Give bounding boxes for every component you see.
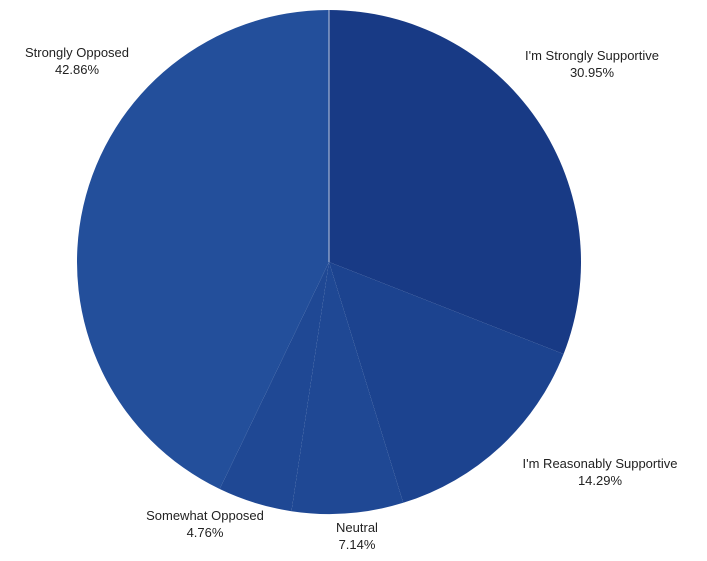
slice-value-label: 7.14% [339,537,376,552]
slice-label: Neutral [336,520,378,535]
pie-slices [77,10,581,515]
slice-value-label: 4.76% [187,525,224,540]
pie-labels: I'm Strongly Supportive 30.95% I'm Reasona… [25,45,678,552]
pie-slice [329,10,581,355]
slice-label: Somewhat Opposed [146,508,264,523]
slice-value-label: 30.95% [570,65,615,80]
slice-label: I'm Strongly Supportive [525,48,659,63]
slice-value-label: 14.29% [578,473,623,488]
pie-slice [219,262,329,512]
pie-slice [329,262,564,503]
slice-label: Strongly Opposed [25,45,129,60]
slice-label: I'm Reasonably Supportive [523,456,678,471]
slice-value-label: 42.86% [55,62,100,77]
pie-slice [291,262,404,515]
pie-slice [77,10,329,490]
